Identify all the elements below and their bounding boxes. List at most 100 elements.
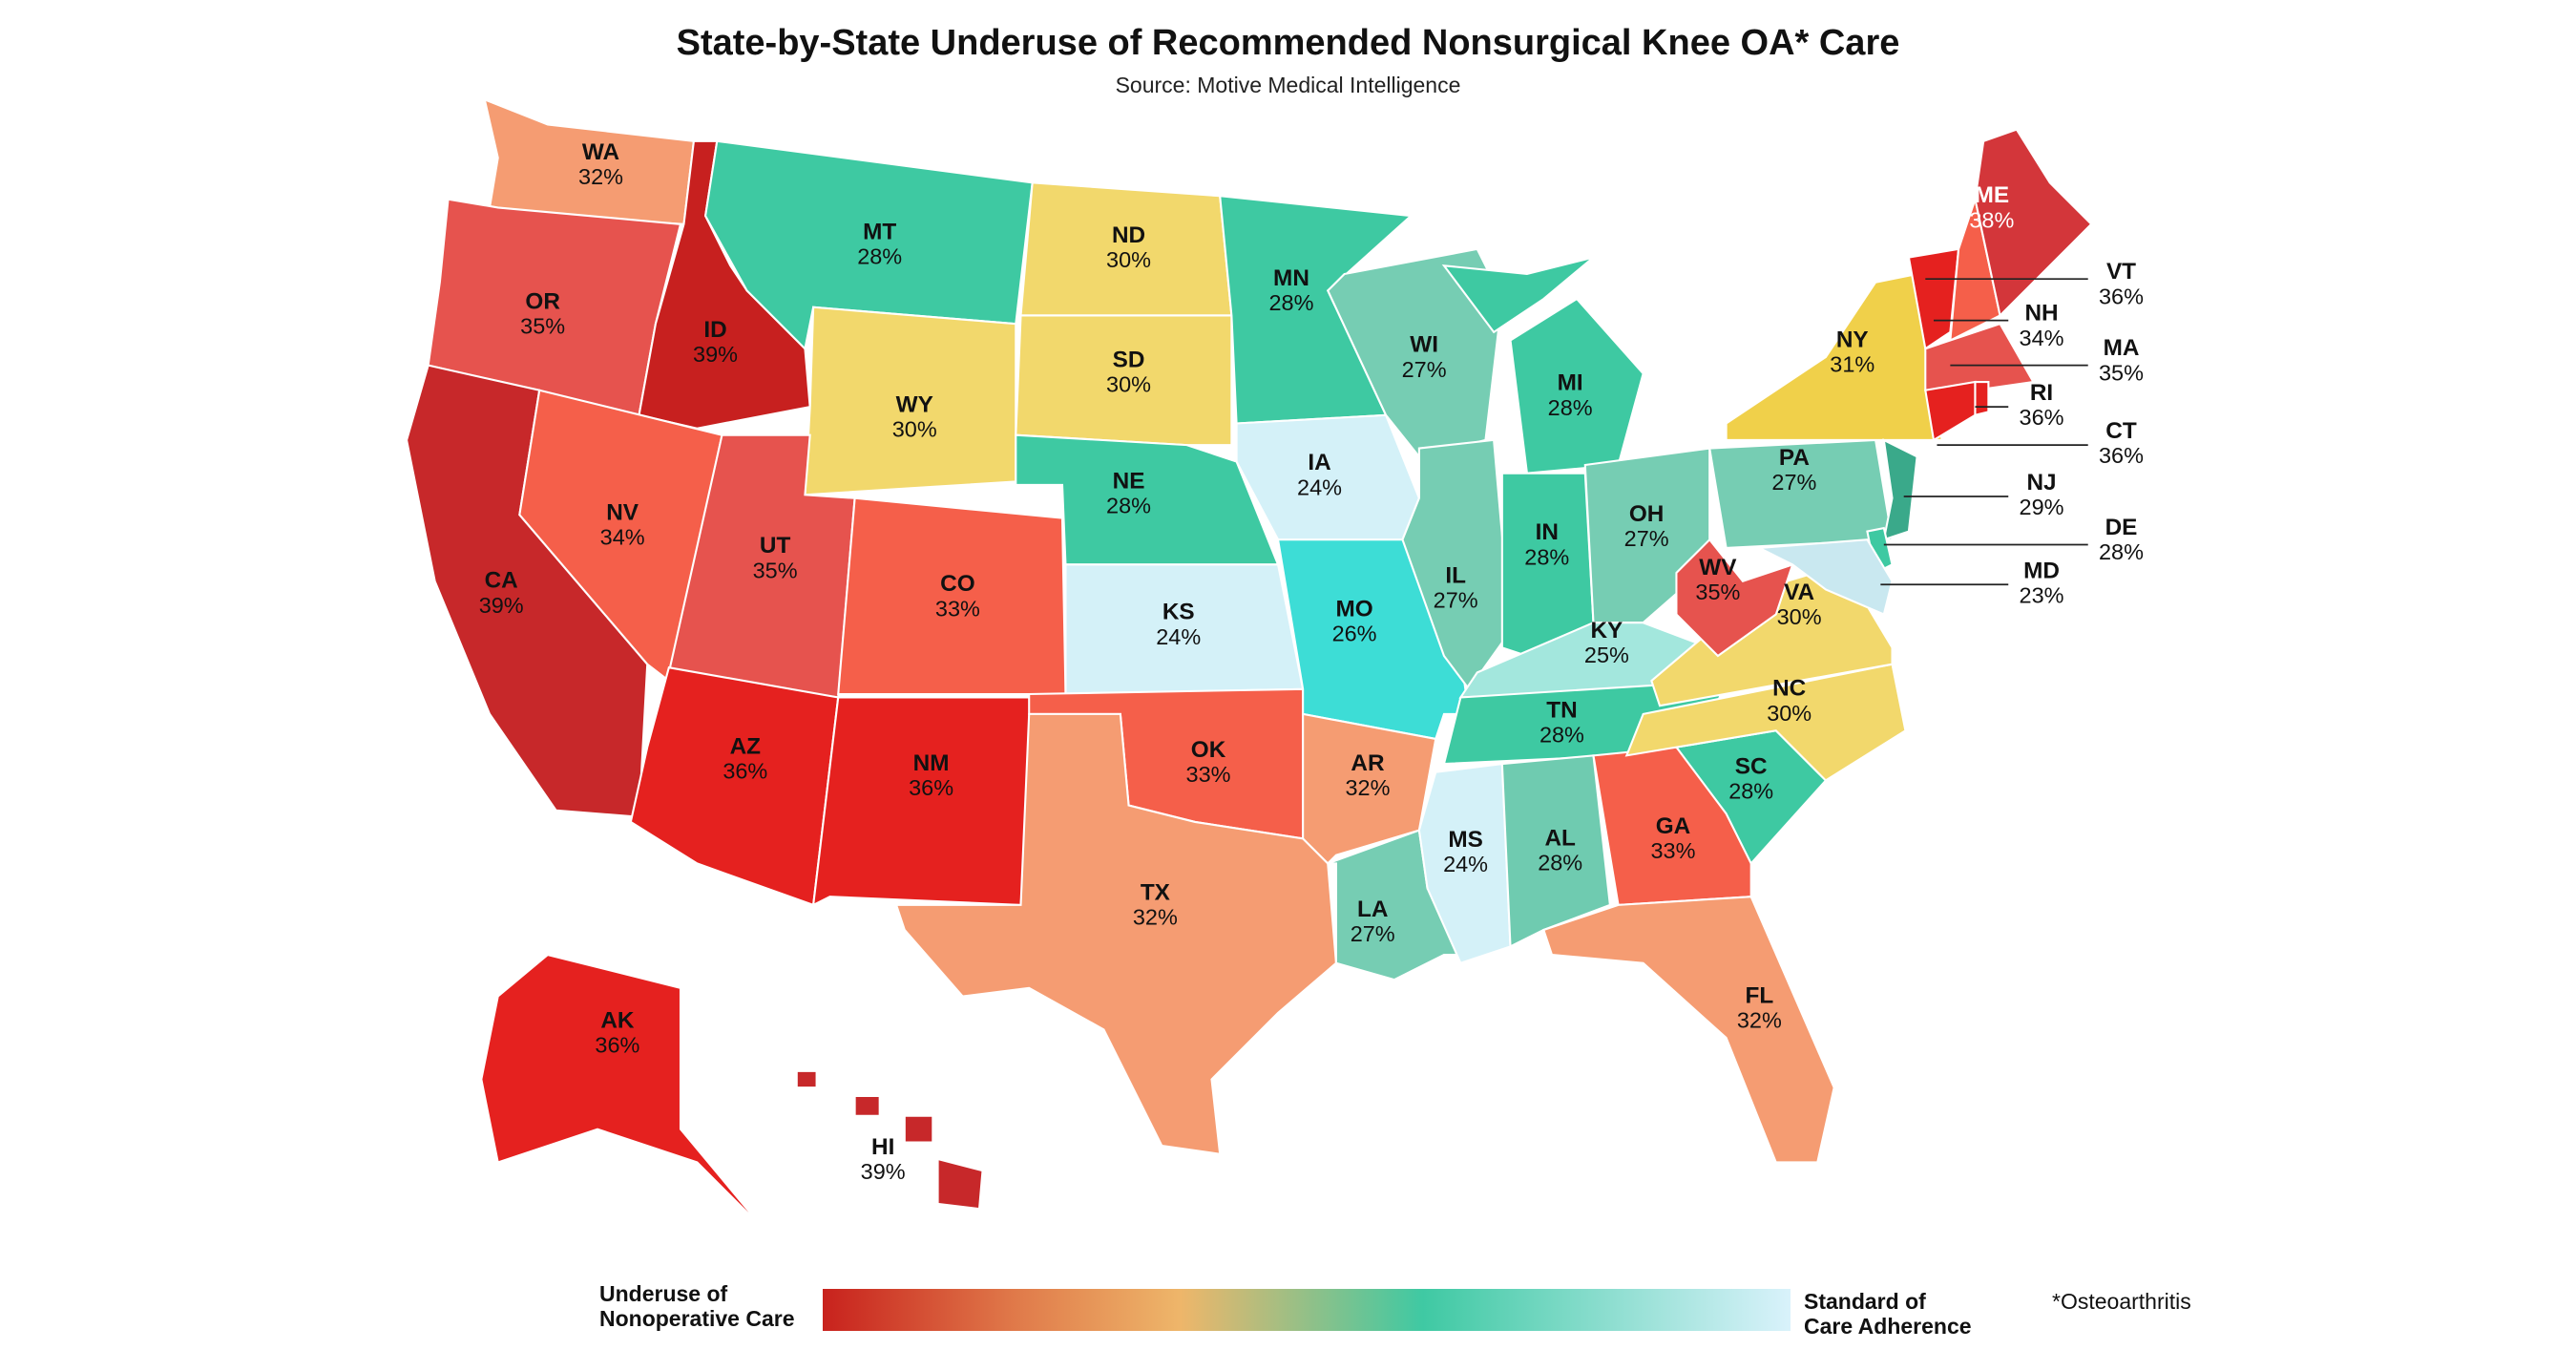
state-code-label: IA bbox=[1308, 450, 1330, 475]
state-ri[interactable] bbox=[1974, 380, 1990, 417]
state-shape[interactable] bbox=[1441, 256, 1595, 334]
state-shape[interactable] bbox=[1015, 314, 1233, 447]
state-fl[interactable] bbox=[1541, 896, 1835, 1164]
state-value-label: 28% bbox=[1538, 850, 1582, 875]
state-code-label: TN bbox=[1546, 697, 1577, 723]
state-tx[interactable] bbox=[894, 712, 1338, 1155]
state-code-label: MD bbox=[2023, 558, 2060, 583]
state-shape[interactable] bbox=[795, 1069, 818, 1089]
state-value-label: 28% bbox=[1728, 779, 1773, 804]
state-shape[interactable] bbox=[1974, 380, 1990, 417]
state-value-label: 28% bbox=[1548, 395, 1593, 420]
state-code-label: FL bbox=[1746, 982, 1774, 1008]
state-value-label: 30% bbox=[1106, 247, 1151, 272]
state-value-label: 28% bbox=[857, 244, 902, 269]
state-shape[interactable] bbox=[1675, 538, 1794, 658]
state-code-label: OR bbox=[525, 288, 560, 314]
state-value-label: 36% bbox=[595, 1033, 639, 1058]
state-value-label: 28% bbox=[1539, 722, 1584, 747]
state-wy[interactable] bbox=[804, 306, 1017, 496]
state-shape[interactable] bbox=[853, 1094, 881, 1117]
state-value-label: 32% bbox=[578, 164, 623, 189]
state-code-label: LA bbox=[1357, 896, 1388, 922]
state-code-label: VA bbox=[1784, 580, 1814, 605]
state-shape[interactable] bbox=[936, 1157, 984, 1211]
state-shape[interactable] bbox=[903, 1114, 934, 1144]
state-nm[interactable] bbox=[811, 696, 1039, 907]
state-code-label: AL bbox=[1544, 825, 1576, 851]
state-nv[interactable] bbox=[518, 389, 723, 683]
state-shape[interactable] bbox=[1624, 663, 1907, 782]
state-hi[interactable] bbox=[795, 1069, 984, 1211]
state-value-label: 26% bbox=[1332, 621, 1377, 645]
state-shape[interactable] bbox=[1500, 754, 1612, 949]
footnote: *Osteoarthritis bbox=[2052, 1289, 2191, 1314]
state-shape[interactable] bbox=[1924, 322, 2035, 391]
state-shape[interactable] bbox=[1974, 128, 2093, 318]
state-code-label: MO bbox=[1335, 596, 1372, 622]
state-shape[interactable] bbox=[480, 953, 764, 1230]
state-code-label: DE bbox=[2105, 515, 2138, 540]
state-shape[interactable] bbox=[1541, 896, 1835, 1164]
state-shape[interactable] bbox=[1924, 380, 1977, 442]
state-sd[interactable] bbox=[1015, 314, 1233, 447]
state-code-label: OH bbox=[1629, 501, 1664, 527]
legend-high-label: Standard of Care Adherence bbox=[1804, 1289, 1972, 1339]
state-value-label: 34% bbox=[2020, 326, 2064, 350]
state-shape[interactable] bbox=[811, 696, 1039, 907]
state-ak[interactable] bbox=[480, 953, 764, 1230]
state-az[interactable] bbox=[629, 665, 840, 907]
state-al[interactable] bbox=[1500, 754, 1612, 949]
state-code-label: IN bbox=[1536, 519, 1559, 545]
state-nj[interactable] bbox=[1882, 438, 1918, 541]
state-value-label: 31% bbox=[1830, 352, 1874, 377]
state-ct[interactable] bbox=[1924, 380, 1977, 442]
state-shape[interactable] bbox=[894, 712, 1338, 1155]
state-code-label: KY bbox=[1590, 618, 1623, 643]
state-code-label: TX bbox=[1141, 880, 1171, 906]
state-code-label: CO bbox=[940, 571, 974, 597]
state-value-label: 27% bbox=[1351, 921, 1395, 946]
state-value-label: 32% bbox=[1737, 1008, 1782, 1033]
state-shape[interactable] bbox=[1401, 438, 1512, 691]
state-code-label: CA bbox=[485, 568, 518, 594]
state-il[interactable] bbox=[1401, 438, 1512, 691]
state-ma[interactable] bbox=[1924, 322, 2035, 391]
state-shape[interactable] bbox=[518, 389, 723, 683]
state-code-label: OK bbox=[1191, 737, 1226, 763]
state-shape[interactable] bbox=[629, 665, 840, 907]
state-mi[interactable] bbox=[1441, 256, 1644, 475]
state-me[interactable] bbox=[1974, 128, 2093, 318]
state-value-label: 30% bbox=[892, 416, 937, 441]
state-value-label: 30% bbox=[1106, 371, 1151, 396]
state-shape[interactable] bbox=[804, 306, 1017, 496]
state-shape[interactable] bbox=[1707, 438, 1894, 550]
state-code-label: UT bbox=[760, 533, 791, 559]
state-value-label: 35% bbox=[2099, 360, 2144, 385]
state-code-label: SC bbox=[1735, 753, 1768, 779]
state-ar[interactable] bbox=[1302, 712, 1437, 865]
state-value-label: 39% bbox=[861, 1159, 906, 1184]
state-pa[interactable] bbox=[1707, 438, 1894, 550]
state-shape[interactable] bbox=[1882, 438, 1918, 541]
state-code-label: AR bbox=[1351, 750, 1385, 776]
state-value-label: 36% bbox=[2020, 405, 2064, 430]
state-wv[interactable] bbox=[1675, 538, 1794, 658]
state-value-label: 25% bbox=[1584, 643, 1629, 667]
state-code-label: IL bbox=[1445, 562, 1466, 588]
state-value-label: 28% bbox=[1524, 544, 1569, 569]
state-code-label: NE bbox=[1113, 468, 1145, 494]
legend-high-label-line2: Care Adherence bbox=[1804, 1314, 1972, 1339]
state-md[interactable] bbox=[1755, 538, 1894, 616]
state-code-label: WI bbox=[1410, 332, 1438, 358]
state-nc[interactable] bbox=[1624, 663, 1907, 782]
state-value-label: 33% bbox=[1650, 838, 1695, 863]
state-shape[interactable] bbox=[1302, 712, 1437, 865]
state-value-label: 28% bbox=[1268, 290, 1313, 315]
state-code-label: PA bbox=[1779, 445, 1810, 471]
state-code-label: ID bbox=[703, 317, 726, 343]
state-value-label: 34% bbox=[600, 524, 645, 549]
state-shape[interactable] bbox=[1755, 538, 1894, 616]
state-shape[interactable] bbox=[1509, 297, 1644, 475]
